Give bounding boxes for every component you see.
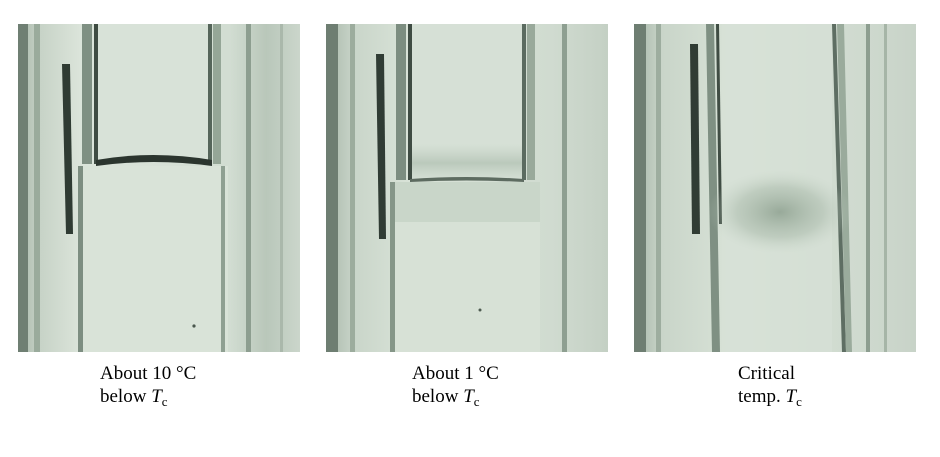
caption-line-2: below Tc (100, 385, 196, 408)
sealed-tube-photo (326, 24, 608, 352)
photo-panel-critical (634, 24, 916, 352)
tc-subscript: c (796, 394, 802, 409)
caption-critical: Critical temp. Tc (738, 362, 802, 408)
caption-prefix: below (100, 386, 152, 407)
tc-symbol: T (151, 386, 162, 407)
caption-line-2: below Tc (412, 385, 499, 408)
tc-subscript: c (473, 394, 480, 409)
sealed-tube-photo (634, 24, 916, 352)
photo-panel-10c-below (18, 24, 300, 352)
tc-symbol: T (463, 386, 474, 407)
tc-subscript: c (161, 394, 168, 409)
sealed-tube-photo (18, 24, 300, 352)
photo-panel-1c-below (326, 24, 608, 352)
tc-symbol: T (785, 386, 797, 407)
caption-line-1: About 1 °C (412, 363, 499, 384)
caption-prefix: temp. (738, 386, 786, 407)
caption-line-1: Critical (738, 363, 795, 384)
caption-1c-below: About 1 °C below Tc (412, 362, 499, 408)
caption-10c-below: About 10 °C below Tc (100, 362, 196, 408)
caption-line-1: About 10 °C (100, 363, 197, 384)
caption-prefix: below (412, 386, 464, 407)
caption-line-2: temp. Tc (738, 385, 802, 408)
